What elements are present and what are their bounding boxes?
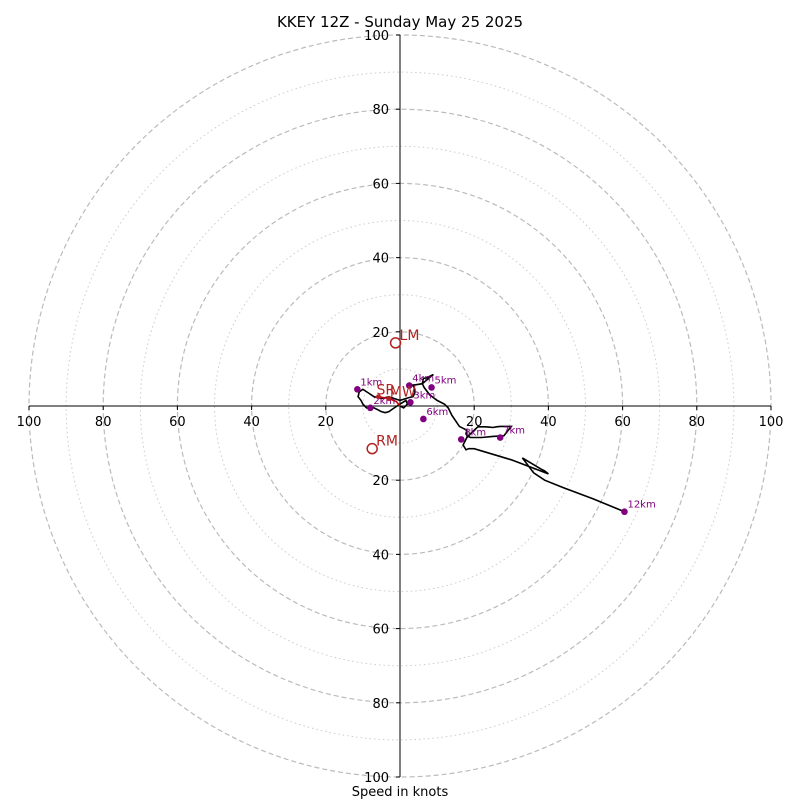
y-tick-label: 40 — [372, 548, 389, 563]
y-tick-label: 20 — [372, 326, 389, 341]
height-point-label: 8km — [464, 427, 486, 438]
height-point-label: 7km — [503, 426, 525, 437]
x-tick-label: 100 — [759, 415, 784, 430]
x-tick-label: 80 — [95, 415, 112, 430]
height-point-marker — [496, 434, 504, 441]
x-tick-label: 60 — [169, 415, 186, 430]
y-tick-label: 80 — [372, 103, 389, 118]
y-tick-label: 60 — [372, 177, 389, 192]
height-point-marker — [457, 436, 465, 443]
height-point-label: 2km — [373, 396, 395, 407]
y-tick-label: 80 — [372, 697, 389, 712]
chart-title: KKEY 12Z - Sunday May 25 2025 — [277, 13, 523, 31]
x-tick-label: 40 — [243, 415, 260, 430]
height-point-label: 5km — [435, 375, 457, 386]
x-tick-label: 100 — [17, 415, 42, 430]
height-point-label: 3km — [413, 390, 435, 401]
height-point-marker — [354, 386, 361, 393]
height-point-label: 6km — [426, 407, 448, 418]
storm-motion-marker — [366, 442, 378, 455]
y-tick-label: 100 — [364, 771, 389, 786]
height-points: 1km 2km 3km 4km 5km 6km 7km 8km 12km — [354, 374, 656, 516]
storm-motion-marker — [375, 394, 381, 400]
y-tick-label: 40 — [372, 252, 389, 267]
low-level-shear-line — [378, 395, 401, 407]
x-tick-label: 80 — [689, 415, 706, 430]
height-point-label: 12km — [627, 500, 655, 511]
storm-motion-marker — [386, 396, 392, 402]
storm-motion-label: RM — [376, 434, 398, 450]
tick-labels: 100 80 60 40 20 20 40 60 80 100100806040202040608… — [17, 29, 784, 786]
y-tick-label: 60 — [372, 623, 389, 638]
height-point-label: 1km — [360, 377, 382, 388]
storm-motion-label: MW — [390, 385, 416, 401]
storm-motion-marker — [389, 337, 402, 349]
y-tick-label: 20 — [372, 474, 389, 489]
height-point-marker — [428, 384, 435, 391]
storm-motion-label: LM — [400, 328, 420, 344]
storm-motion-label: SR — [376, 383, 395, 399]
x-tick-label: 20 — [318, 415, 335, 430]
y-tick-label: 100 — [364, 29, 389, 44]
x-tick-label: 60 — [614, 415, 631, 430]
height-point-label: 4km — [412, 374, 434, 385]
height-point-marker — [405, 382, 413, 389]
x-axis-label: Speed in knots — [352, 785, 449, 800]
height-point-marker — [621, 508, 628, 516]
height-point-marker — [420, 415, 427, 423]
x-tick-label: 40 — [540, 415, 557, 430]
height-point-marker — [407, 398, 414, 406]
height-point-marker — [367, 404, 374, 412]
